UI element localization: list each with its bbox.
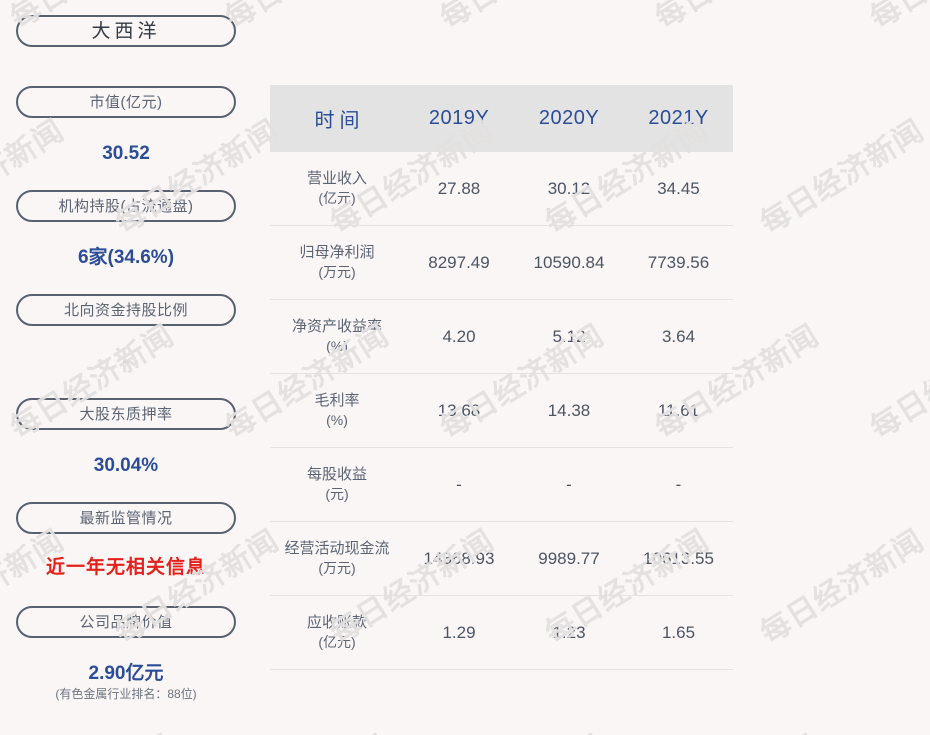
row-label-roe-text: 净资产收益率 (291, 317, 382, 335)
metric-pill-brand-value[interactable]: 公司品牌价值 (16, 606, 236, 638)
row-label-accounts-receivable-text: 应收账款 (306, 613, 367, 631)
row-unit-gross-margin: (%) (326, 412, 348, 429)
column-header-time: 时间 (270, 85, 404, 152)
row-unit-roe: (%) (326, 338, 348, 355)
cell-gross-margin-2019: 13.68 (404, 373, 514, 448)
table-row: 应收账款 (亿元) 1.29 1.23 1.65 (270, 595, 733, 670)
cell-gross-margin-2020: 14.38 (514, 373, 624, 448)
row-label-revenue-text: 营业收入 (306, 169, 367, 187)
metric-label-regulatory-status: 最新监管情况 (79, 509, 173, 527)
row-label-gross-margin-text: 毛利率 (314, 391, 360, 409)
metric-pill-market-cap[interactable]: 市值(亿元) (16, 86, 236, 118)
cell-operating-cashflow-2021: 10613.55 (624, 521, 733, 596)
cell-accounts-receivable-2019: 1.29 (404, 595, 514, 670)
row-label-eps: 每股收益 (元) (270, 447, 404, 522)
row-label-revenue: 营业收入 (亿元) (270, 152, 404, 226)
column-header-2021: 2021Y (624, 85, 733, 152)
company-name-label: 大西洋 (91, 20, 161, 42)
cell-eps-2021: - (624, 447, 733, 522)
row-label-accounts-receivable: 应收账款 (亿元) (270, 595, 404, 670)
metric-value-northbound-capital: - (122, 351, 130, 372)
row-label-operating-cashflow: 经营活动现金流 (万元) (270, 521, 404, 596)
metric-pill-regulatory-status[interactable]: 最新监管情况 (16, 502, 236, 534)
metric-pill-pledge-ratio[interactable]: 大股东质押率 (16, 398, 236, 430)
metric-pill-northbound-capital[interactable]: 北向资金持股比例 (16, 294, 236, 326)
cell-operating-cashflow-2019: 14368.93 (404, 521, 514, 596)
metric-value-institutional-holding: 6家(34.6%) (77, 247, 175, 268)
table-header-row: 时间 2019Y 2020Y 2021Y (270, 85, 733, 152)
cell-revenue-2020: 30.12 (514, 152, 624, 226)
metric-value-market-cap: 30.52 (102, 143, 150, 164)
table-row: 归母净利润 (万元) 8297.49 10590.84 7739.56 (270, 225, 733, 300)
cell-eps-2020: - (514, 447, 624, 522)
cell-roe-2019: 4.20 (404, 299, 514, 374)
row-unit-accounts-receivable: (亿元) (318, 634, 356, 651)
row-label-net-profit: 归母净利润 (万元) (270, 225, 404, 300)
company-name-pill[interactable]: 大西洋 (16, 15, 236, 47)
table-header: 时间 2019Y 2020Y 2021Y (270, 85, 733, 152)
cell-accounts-receivable-2021: 1.65 (624, 595, 733, 670)
metric-label-northbound-capital: 北向资金持股比例 (63, 301, 188, 319)
metric-value-pledge-ratio: 30.04% (93, 455, 159, 476)
row-label-roe: 净资产收益率 (%) (270, 299, 404, 374)
row-label-eps-text: 每股收益 (306, 465, 367, 483)
row-unit-net-profit: (万元) (318, 264, 356, 281)
cell-net-profit-2020: 10590.84 (514, 225, 624, 300)
table-row: 经营活动现金流 (万元) 14368.93 9989.77 10613.55 (270, 521, 733, 596)
cell-operating-cashflow-2020: 9989.77 (514, 521, 624, 596)
metric-sub-brand-value-rank: (有色金属行业排名：88位) (55, 687, 197, 701)
column-header-2019: 2019Y (404, 85, 514, 152)
metric-label-brand-value: 公司品牌价值 (79, 613, 173, 631)
row-unit-operating-cashflow: (万元) (318, 560, 356, 577)
table-row: 净资产收益率 (%) 4.20 5.12 3.64 (270, 299, 733, 374)
cell-eps-2019: - (404, 447, 514, 522)
metric-label-market-cap: 市值(亿元) (89, 93, 163, 111)
metric-label-pledge-ratio: 大股东质押率 (79, 405, 173, 423)
row-label-gross-margin: 毛利率 (%) (270, 373, 404, 448)
row-label-net-profit-text: 归母净利润 (299, 243, 375, 261)
table-row: 毛利率 (%) 13.68 14.38 11.61 (270, 373, 733, 448)
metric-pill-institutional-holding[interactable]: 机构持股(占流通盘) (16, 190, 236, 222)
cell-revenue-2019: 27.88 (404, 152, 514, 226)
cell-roe-2020: 5.12 (514, 299, 624, 374)
financials-table: 时间 2019Y 2020Y 2021Y 营业收入 (亿元) 27.88 30.… (270, 85, 733, 670)
metric-value-regulatory-status: 近一年无相关信息 (45, 557, 206, 578)
cell-revenue-2021: 34.45 (624, 152, 733, 226)
row-unit-revenue: (亿元) (318, 190, 356, 207)
cell-net-profit-2021: 7739.56 (624, 225, 733, 300)
cell-accounts-receivable-2020: 1.23 (514, 595, 624, 670)
row-label-operating-cashflow-text: 经营活动现金流 (284, 539, 390, 557)
metric-label-institutional-holding: 机构持股(占流通盘) (58, 197, 194, 215)
table-body: 营业收入 (亿元) 27.88 30.12 34.45 归母净利润 (万元) 8… (270, 152, 733, 670)
cell-gross-margin-2021: 11.61 (624, 373, 733, 448)
table-row: 营业收入 (亿元) 27.88 30.12 34.45 (270, 152, 733, 226)
table-row: 每股收益 (元) - - - (270, 447, 733, 522)
column-header-2020: 2020Y (514, 85, 624, 152)
row-unit-eps: (元) (325, 486, 349, 503)
cell-net-profit-2019: 8297.49 (404, 225, 514, 300)
cell-roe-2021: 3.64 (624, 299, 733, 374)
metric-value-brand-value: 2.90亿元 (88, 663, 164, 684)
sidebar: 大西洋 市值(亿元) 30.52 机构持股(占流通盘) 6家(34.6%) 北向… (0, 0, 250, 735)
